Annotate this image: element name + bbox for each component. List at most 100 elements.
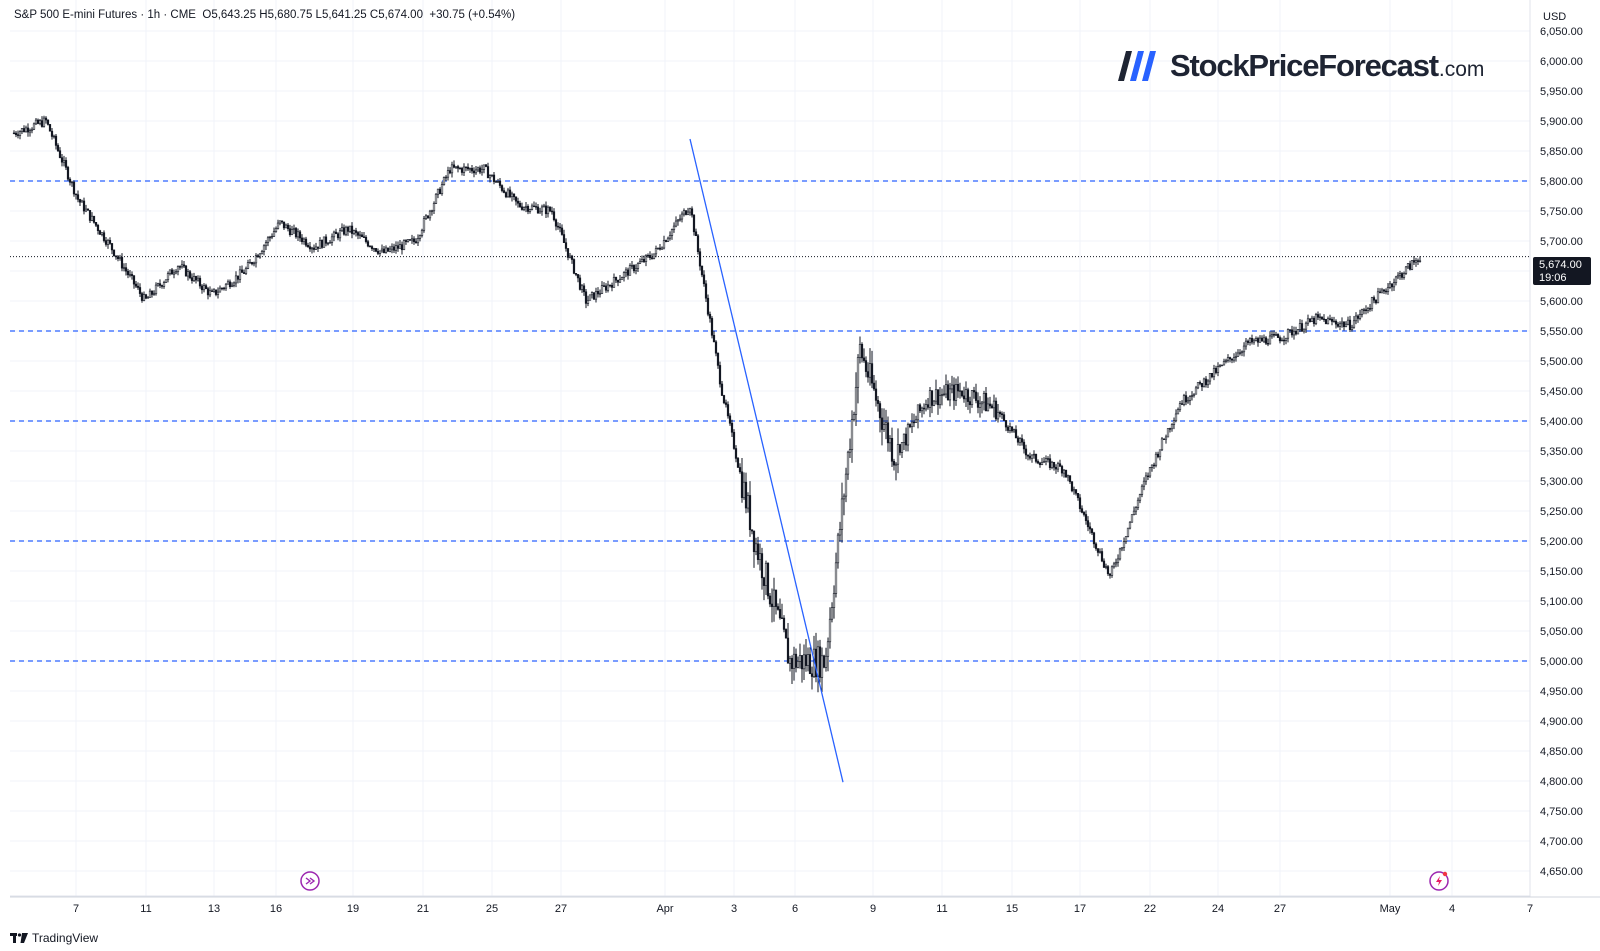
candle <box>418 234 422 242</box>
candle <box>1222 358 1226 366</box>
candle <box>40 116 44 128</box>
candle <box>976 392 980 414</box>
candle <box>612 273 616 288</box>
candle <box>982 390 986 411</box>
chart-grid <box>10 0 1531 896</box>
candle <box>1152 462 1156 470</box>
y-tick-label: 4,750.00 <box>1540 806 1583 818</box>
candle <box>1294 326 1298 336</box>
brand-domain: .com <box>1438 58 1485 81</box>
candle <box>1204 376 1208 388</box>
candle <box>1158 449 1162 461</box>
candle <box>64 157 68 171</box>
candle <box>1154 451 1158 468</box>
candle <box>862 348 866 363</box>
candle <box>44 116 48 124</box>
trendline-segment[interactable] <box>689 138 844 783</box>
y-axis-ticks: 4,650.00 4,700.00 4,750.00 4,800.00 4,850.00… <box>1540 26 1583 878</box>
candle <box>428 209 432 221</box>
candle <box>1038 461 1042 468</box>
candle <box>404 239 408 245</box>
candle <box>596 287 600 298</box>
x-tick-label: 21 <box>417 903 429 915</box>
y-tick-label: 5,950.00 <box>1540 86 1583 98</box>
candle <box>192 272 196 282</box>
candle <box>1142 477 1146 491</box>
candle <box>134 280 138 289</box>
currency-label[interactable]: USD <box>1543 11 1567 23</box>
tradingview-logo[interactable]: TradingView <box>10 931 98 945</box>
candle <box>1068 475 1072 484</box>
replay-arrow-icon[interactable] <box>300 871 320 891</box>
x-tick-label: May <box>1380 903 1401 915</box>
candle <box>986 397 990 412</box>
candle <box>1240 350 1244 357</box>
candle <box>210 288 214 292</box>
candle <box>632 264 636 274</box>
candle <box>544 201 548 218</box>
candle <box>68 177 72 186</box>
candle <box>122 263 126 272</box>
candle <box>1030 454 1034 463</box>
candle <box>600 281 604 294</box>
candle <box>1324 319 1328 325</box>
candle <box>814 632 818 683</box>
y-tick-label: 5,800.00 <box>1540 176 1583 188</box>
candle <box>1022 439 1026 454</box>
symbol-name[interactable]: S&P 500 E-mini Futures <box>14 9 138 21</box>
candle <box>828 607 832 649</box>
trendline[interactable] <box>689 138 844 783</box>
candle <box>1256 336 1260 347</box>
candle <box>550 206 554 215</box>
candle <box>1150 464 1154 472</box>
candle <box>1314 312 1318 326</box>
candle <box>416 234 420 247</box>
candle <box>332 230 336 242</box>
candle <box>678 214 682 222</box>
candle <box>512 193 516 201</box>
candle <box>264 240 268 251</box>
candle <box>1176 407 1180 415</box>
candle <box>1220 364 1224 367</box>
candle <box>96 223 100 235</box>
candle <box>904 427 908 452</box>
candle <box>874 380 878 407</box>
candle <box>1322 314 1326 322</box>
candle <box>854 372 858 426</box>
y-tick-label: 5,600.00 <box>1540 296 1583 308</box>
candle <box>740 458 744 503</box>
candle <box>532 201 536 208</box>
candle <box>704 280 708 303</box>
candle <box>386 247 390 252</box>
candle <box>588 294 592 301</box>
candle <box>158 279 162 289</box>
candle <box>722 394 726 405</box>
candle <box>1002 411 1006 421</box>
candle <box>572 258 576 275</box>
candle <box>1064 469 1068 478</box>
candle <box>1288 329 1292 334</box>
candle <box>1272 330 1276 338</box>
candle <box>1298 319 1302 333</box>
candle <box>1202 377 1206 388</box>
candle <box>1254 336 1258 342</box>
candle <box>92 215 96 224</box>
candle <box>1084 510 1088 525</box>
candle <box>618 274 622 283</box>
candle <box>1282 335 1286 346</box>
candle <box>522 206 526 212</box>
candle <box>738 463 742 474</box>
candle <box>786 623 790 664</box>
candle <box>170 268 174 275</box>
candle <box>1364 305 1368 315</box>
candle <box>1338 321 1342 331</box>
candle <box>788 655 792 672</box>
candle <box>726 401 730 419</box>
lightning-icon[interactable] <box>1429 871 1449 891</box>
interval[interactable]: 1h <box>147 9 161 21</box>
candle <box>350 222 354 239</box>
candle <box>634 264 638 275</box>
candle <box>1224 358 1228 364</box>
candle <box>1252 338 1256 345</box>
